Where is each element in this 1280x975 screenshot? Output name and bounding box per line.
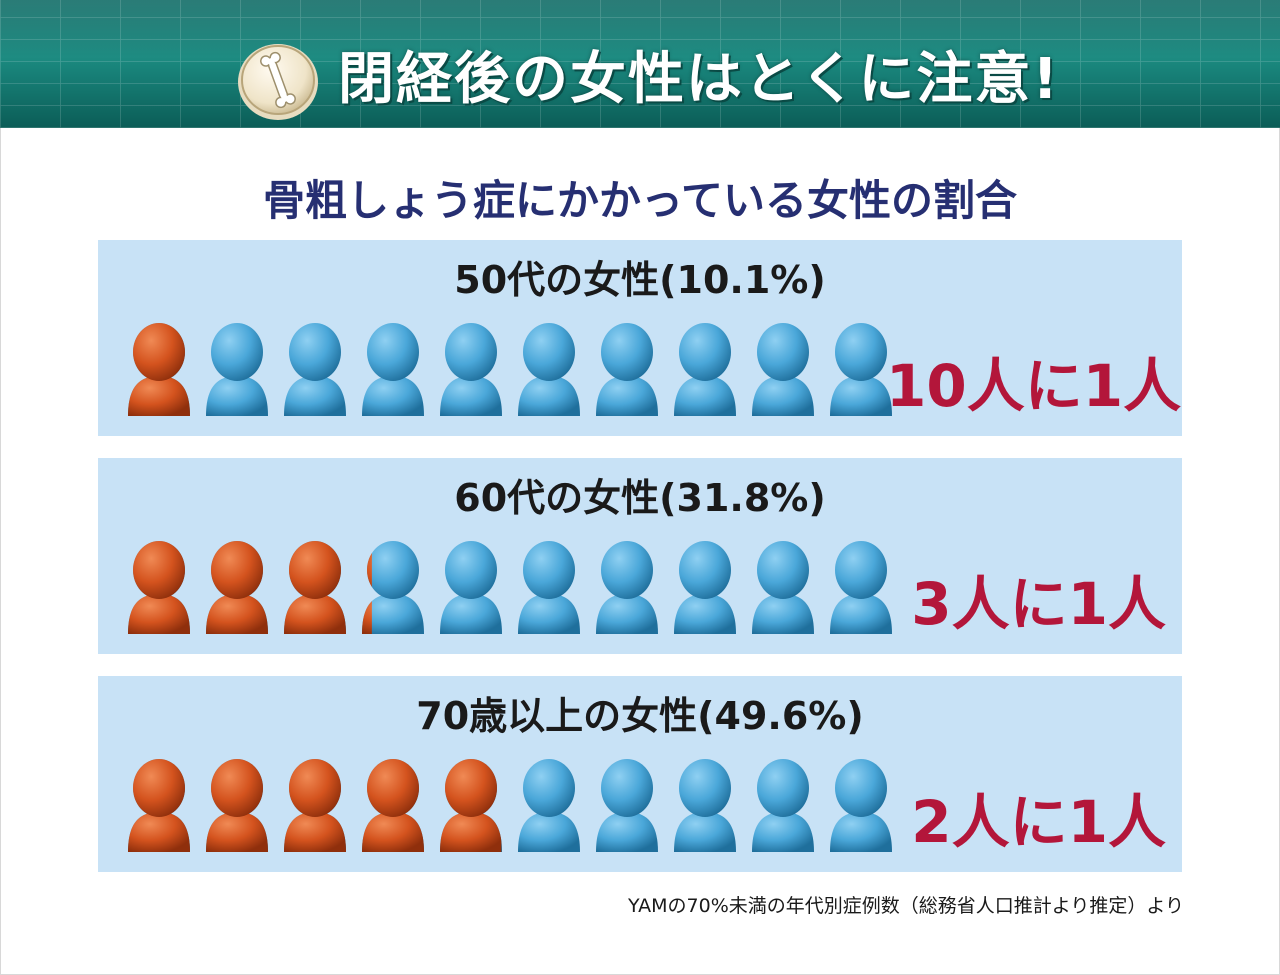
group-panel-60s: 60代の女性(31.8%) 3人に1人 [98, 458, 1182, 654]
person-icon [440, 323, 502, 416]
group-panel-50s: 50代の女性(10.1%) 10人に1人 [98, 240, 1182, 436]
person-icon [830, 759, 892, 852]
person-icon-affected [128, 541, 190, 634]
people-row [128, 759, 892, 852]
bone-icon [238, 44, 318, 120]
group-label: 50代の女性(10.1%) [454, 258, 826, 302]
header-banner: 閉経後の女性はとくに注意! [0, 0, 1280, 128]
group-panel-70plus: 70歳以上の女性(49.6%) 2人に1人 [98, 676, 1182, 872]
person-icon [674, 541, 736, 634]
person-icon [284, 323, 346, 416]
person-icon [674, 759, 736, 852]
person-icon [752, 541, 814, 634]
person-icon [518, 323, 580, 416]
person-icon [440, 541, 502, 634]
person-icon-affected [128, 323, 190, 416]
ratio-label: 10人に1人 [886, 352, 1182, 420]
person-icon-affected [206, 759, 268, 852]
person-icon [596, 323, 658, 416]
person-icon [674, 323, 736, 416]
person-icon-affected [284, 759, 346, 852]
person-icon-affected [440, 759, 502, 852]
ratio-label: 3人に1人 [911, 570, 1166, 638]
source-note: YAMの70%未満の年代別症例数（総務省人口推計より推定）より [628, 895, 1184, 917]
person-icon [752, 759, 814, 852]
person-icon [518, 541, 580, 634]
person-icon-affected [362, 759, 424, 852]
person-icon [830, 323, 892, 416]
banner-shine [0, 0, 1280, 64]
person-icon-affected [206, 323, 268, 416]
person-icon [596, 541, 658, 634]
person-icon [596, 759, 658, 852]
person-icon [752, 323, 814, 416]
people-row [128, 541, 892, 634]
page-title: 閉経後の女性はとくに注意! [338, 47, 1060, 112]
person-icon [362, 323, 424, 416]
chart-title: 骨粗しょう症にかかっている女性の割合 [263, 176, 1017, 225]
person-icon-affected [362, 541, 424, 634]
person-icon-affected [284, 541, 346, 634]
ratio-label: 2人に1人 [911, 788, 1166, 856]
group-label: 70歳以上の女性(49.6%) [416, 694, 864, 738]
person-icon-affected [206, 541, 268, 634]
group-label: 60代の女性(31.8%) [454, 476, 826, 520]
person-icon-affected [128, 759, 190, 852]
person-icon [518, 759, 580, 852]
people-row [128, 323, 892, 416]
person-icon [830, 541, 892, 634]
banner-grid-pattern [0, 0, 1280, 128]
